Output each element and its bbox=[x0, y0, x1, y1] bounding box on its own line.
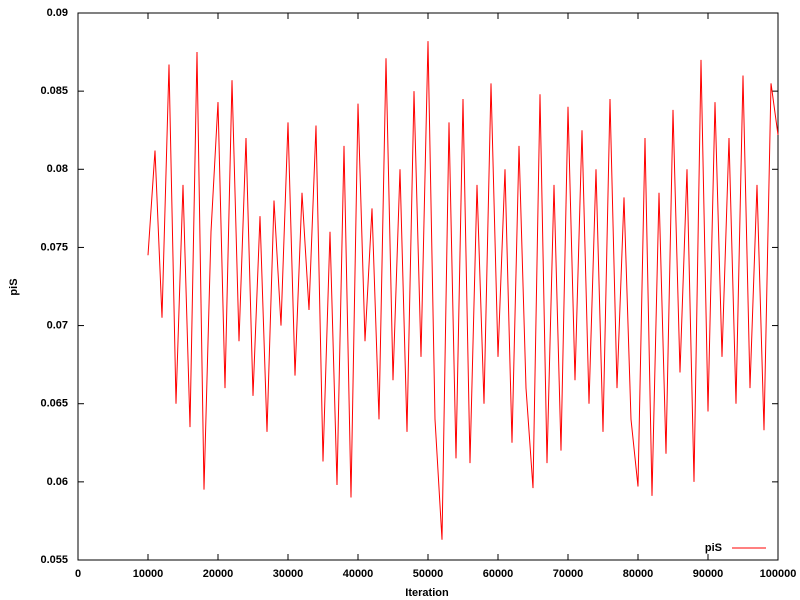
y-tick-label: 0.07 bbox=[47, 319, 68, 331]
y-axis-label: piS bbox=[8, 278, 20, 295]
x-tick-label: 50000 bbox=[413, 568, 444, 580]
y-tick-label: 0.055 bbox=[40, 554, 68, 566]
x-tick-label: 60000 bbox=[483, 568, 514, 580]
data-line bbox=[147, 41, 779, 540]
plot-border bbox=[77, 12, 779, 561]
legend-label: piS bbox=[705, 542, 722, 554]
x-axis-label: Iteration bbox=[405, 587, 449, 599]
x-tick-label: 90000 bbox=[693, 568, 724, 580]
y-tick-label: 0.08 bbox=[47, 163, 68, 175]
x-tick-label: 30000 bbox=[273, 568, 304, 580]
x-tick-label: 40000 bbox=[343, 568, 374, 580]
x-tick-label: 100000 bbox=[760, 568, 797, 580]
x-tick-label: 80000 bbox=[623, 568, 654, 580]
x-tick-label: 0 bbox=[75, 568, 81, 580]
y-tick-label: 0.06 bbox=[47, 476, 68, 488]
x-tick-label: 70000 bbox=[553, 568, 584, 580]
x-tick-label: 10000 bbox=[133, 568, 164, 580]
x-tick-label: 20000 bbox=[203, 568, 234, 580]
y-tick-label: 0.085 bbox=[40, 85, 68, 97]
y-tick-label: 0.09 bbox=[47, 7, 68, 19]
y-tick-label: 0.075 bbox=[40, 241, 68, 253]
y-tick-label: 0.065 bbox=[40, 398, 68, 410]
